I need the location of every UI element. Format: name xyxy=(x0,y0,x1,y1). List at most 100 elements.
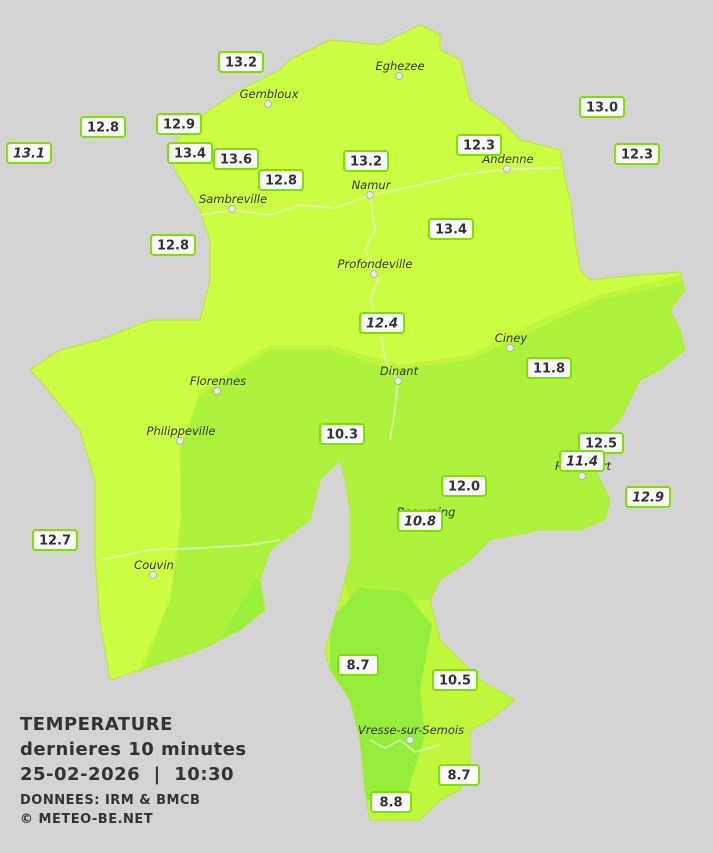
legend-subtitle: dernieres 10 minutes xyxy=(20,739,247,760)
station-value: 12.3 xyxy=(621,148,653,163)
town-dot xyxy=(176,437,184,445)
station: 11.8 xyxy=(525,357,573,379)
station-value: 12.8 xyxy=(87,121,119,136)
station-value: 8.8 xyxy=(379,796,402,811)
town-dot xyxy=(394,377,402,385)
station: 11.4 xyxy=(558,450,606,472)
stations: 13.2 12.8 12.9 13.1 13.4 13.6 12.8 13.2 12.3 13.0… xyxy=(5,51,672,813)
station-box xyxy=(155,113,203,135)
station-value: 13.2 xyxy=(225,56,257,71)
legend-source: DONNEES: IRM & BMCB xyxy=(20,793,200,808)
station: 12.3 xyxy=(455,134,503,156)
town-label: Namur xyxy=(352,178,392,192)
town-dot xyxy=(370,270,378,278)
station: 12.4 xyxy=(358,312,406,334)
station: 12.7 xyxy=(31,529,79,551)
station: 13.2 xyxy=(342,150,390,172)
station-value: 10.8 xyxy=(404,515,436,530)
station-box xyxy=(396,510,444,532)
station: 10.3 xyxy=(318,423,366,445)
station-value: 12.9 xyxy=(163,118,195,133)
station-box xyxy=(79,116,127,138)
station: 13.4 xyxy=(166,142,214,164)
station-value: 13.6 xyxy=(220,153,252,168)
station: 12.8 xyxy=(257,169,305,191)
station-value: 12.3 xyxy=(463,139,495,154)
station-value: 12.8 xyxy=(157,239,189,254)
station: 13.4 xyxy=(427,218,475,240)
station-box xyxy=(166,142,214,164)
station-value: 8.7 xyxy=(346,659,369,674)
station-box xyxy=(431,669,479,691)
town-dot xyxy=(149,571,157,579)
station: 13.0 xyxy=(578,96,626,118)
station: 13.2 xyxy=(217,51,265,73)
station: 12.0 xyxy=(440,475,488,497)
station-box xyxy=(624,486,672,508)
station-box xyxy=(31,529,79,551)
station-box xyxy=(440,475,488,497)
station-box xyxy=(427,218,475,240)
station-box xyxy=(342,150,390,172)
town-label: Gembloux xyxy=(240,87,299,101)
station-box xyxy=(318,423,366,445)
station-value: 12.7 xyxy=(39,534,71,549)
legend-title: TEMPERATURE xyxy=(20,714,173,735)
town-label: Profondeville xyxy=(338,257,413,271)
zone-cool xyxy=(140,280,685,680)
town-label: Vresse-sur-Semois xyxy=(358,723,464,737)
town-label: Couvin xyxy=(134,558,174,572)
station-box xyxy=(5,142,53,164)
town-dot xyxy=(213,387,221,395)
river-sambre-meuse xyxy=(199,167,561,216)
station-box xyxy=(149,234,197,256)
station-value: 13.2 xyxy=(350,155,382,170)
town-dot xyxy=(406,736,414,744)
town-dot xyxy=(506,344,514,352)
station-value: 12.8 xyxy=(265,174,297,189)
legend-datetime: 25-02-2026 | 10:30 xyxy=(20,764,234,785)
station-value: 12.5 xyxy=(585,437,617,452)
station-box xyxy=(212,148,260,170)
station: 8.7 xyxy=(438,764,480,786)
station-value: 12.4 xyxy=(366,317,398,332)
station-box xyxy=(455,134,503,156)
station: 12.3 xyxy=(613,143,661,165)
station-value: 12.0 xyxy=(448,480,480,495)
town-label: Florennes xyxy=(190,374,246,388)
station: 12.8 xyxy=(149,234,197,256)
station: 12.9 xyxy=(624,486,672,508)
station-box xyxy=(257,169,305,191)
station-box xyxy=(370,791,412,813)
station-box xyxy=(438,764,480,786)
station: 12.8 xyxy=(79,116,127,138)
town-label: Ciney xyxy=(495,331,528,345)
station-box xyxy=(358,312,406,334)
station-box xyxy=(578,96,626,118)
town-label: Dinant xyxy=(380,364,419,378)
town-dot xyxy=(366,191,374,199)
town-label: Eghezee xyxy=(375,59,424,73)
legend: TEMPERATURE dernieres 10 minutes 25-02-2… xyxy=(20,714,247,827)
station-value: 13.0 xyxy=(586,101,618,116)
station-box xyxy=(613,143,661,165)
station-value: 11.4 xyxy=(566,455,598,470)
town-dot xyxy=(395,72,403,80)
town-label: Sambreville xyxy=(199,192,267,206)
station: 12.5 xyxy=(577,432,625,454)
station-value: 11.8 xyxy=(533,362,565,377)
station: 8.8 xyxy=(370,791,412,813)
town-dot xyxy=(228,205,236,213)
river-south xyxy=(99,539,281,561)
station-box xyxy=(337,654,379,676)
town-label: Philippeville xyxy=(147,424,216,438)
legend-copyright: © METEO-BE.NET xyxy=(20,812,153,827)
station: 12.9 xyxy=(155,113,203,135)
station: 8.7 xyxy=(337,654,379,676)
station: 10.5 xyxy=(431,669,479,691)
station-value: 13.1 xyxy=(13,147,45,162)
station-box xyxy=(558,450,606,472)
station: 10.8 xyxy=(396,510,444,532)
